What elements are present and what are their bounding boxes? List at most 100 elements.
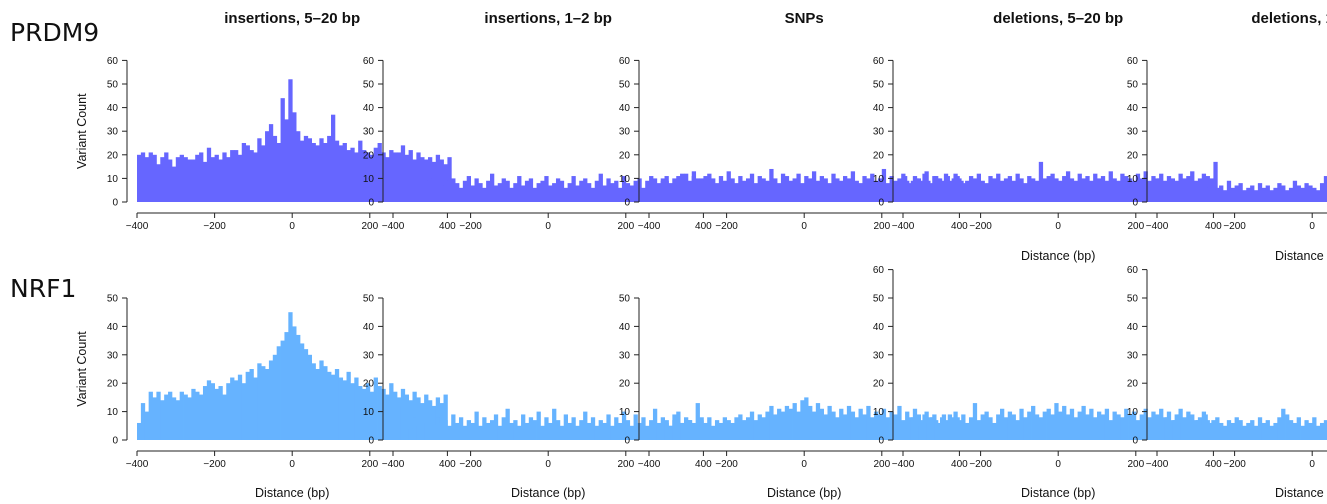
bar <box>389 383 394 440</box>
bar <box>839 180 844 202</box>
bar <box>614 417 619 440</box>
bar <box>358 386 363 440</box>
bar <box>629 185 634 202</box>
bar <box>152 154 157 202</box>
bar <box>579 420 584 440</box>
bar <box>377 386 382 440</box>
bar <box>160 157 165 202</box>
bar <box>972 178 978 202</box>
bar <box>1100 414 1106 440</box>
bar <box>532 420 537 440</box>
bar <box>540 425 545 440</box>
bar <box>396 192 402 202</box>
bar <box>1116 180 1121 202</box>
bar <box>373 147 378 202</box>
bar <box>1120 417 1125 440</box>
bar <box>1246 187 1251 202</box>
bar <box>234 380 239 440</box>
y-axis-label: Variant Count <box>75 331 89 407</box>
bar <box>1077 411 1082 440</box>
bar <box>393 391 398 440</box>
bar <box>746 178 751 202</box>
bar <box>850 171 856 202</box>
bar <box>1172 187 1177 202</box>
bar <box>408 428 413 440</box>
bar <box>1164 190 1170 202</box>
bar <box>660 431 665 440</box>
bar <box>1058 180 1063 202</box>
bar <box>945 176 950 202</box>
bar <box>614 180 619 202</box>
bar <box>400 145 406 202</box>
y-tick-label: 0 <box>112 198 118 209</box>
bar <box>559 425 565 440</box>
bar <box>509 187 514 202</box>
bar <box>953 173 958 202</box>
bar <box>843 176 848 202</box>
x-axis-label: Distance (bp) <box>1275 249 1327 263</box>
y-tick-label: 10 <box>1127 174 1139 185</box>
bar <box>695 178 700 202</box>
bar <box>524 422 530 440</box>
bar <box>199 152 204 202</box>
bar <box>1234 185 1239 202</box>
bar <box>808 178 813 202</box>
bar <box>214 154 219 202</box>
bar <box>914 420 919 440</box>
bar <box>358 140 363 202</box>
bar <box>420 420 425 440</box>
x-tick-label: −400 <box>1146 221 1169 232</box>
bar <box>676 411 681 440</box>
bar <box>877 178 883 202</box>
bar <box>218 386 223 440</box>
bar <box>757 176 762 202</box>
x-tick-label: −200 <box>203 459 226 470</box>
bar <box>455 183 460 202</box>
bar <box>350 383 355 440</box>
bar <box>846 178 852 202</box>
bar <box>222 152 227 202</box>
bar <box>144 411 150 440</box>
bar <box>680 173 685 202</box>
bar <box>497 183 503 202</box>
bar <box>1073 180 1078 202</box>
bar <box>1199 190 1204 202</box>
bar <box>443 164 448 202</box>
panel-title: insertions, 1–2 bp <box>484 10 612 27</box>
bar <box>808 405 813 440</box>
bar <box>1222 425 1228 440</box>
bar <box>486 180 491 202</box>
bar <box>683 180 689 202</box>
bar <box>949 180 954 202</box>
bar <box>691 422 696 440</box>
bar <box>365 152 371 202</box>
bar <box>408 183 413 202</box>
bar <box>369 391 375 440</box>
bar <box>249 369 254 440</box>
bar <box>649 431 654 440</box>
y-tick-label: 10 <box>619 174 631 185</box>
bar <box>1112 178 1117 202</box>
bar <box>984 411 989 440</box>
bar <box>334 369 340 440</box>
bar <box>396 152 402 202</box>
bar <box>439 403 444 440</box>
y-tick-label: 60 <box>873 56 885 67</box>
bar <box>695 403 700 440</box>
bar <box>906 185 912 202</box>
bar <box>183 157 188 202</box>
bar <box>292 326 297 440</box>
bar <box>346 371 351 440</box>
bar <box>1238 183 1243 202</box>
bar <box>521 414 526 440</box>
bar <box>404 394 409 440</box>
bar <box>171 166 177 202</box>
bar <box>466 420 471 440</box>
bar <box>505 180 510 202</box>
bar <box>156 164 161 202</box>
bar <box>843 414 848 440</box>
bar <box>528 417 534 440</box>
bar <box>1285 190 1290 202</box>
bar <box>1000 408 1005 440</box>
x-axis-label: Distance (bp) <box>1021 486 1095 500</box>
